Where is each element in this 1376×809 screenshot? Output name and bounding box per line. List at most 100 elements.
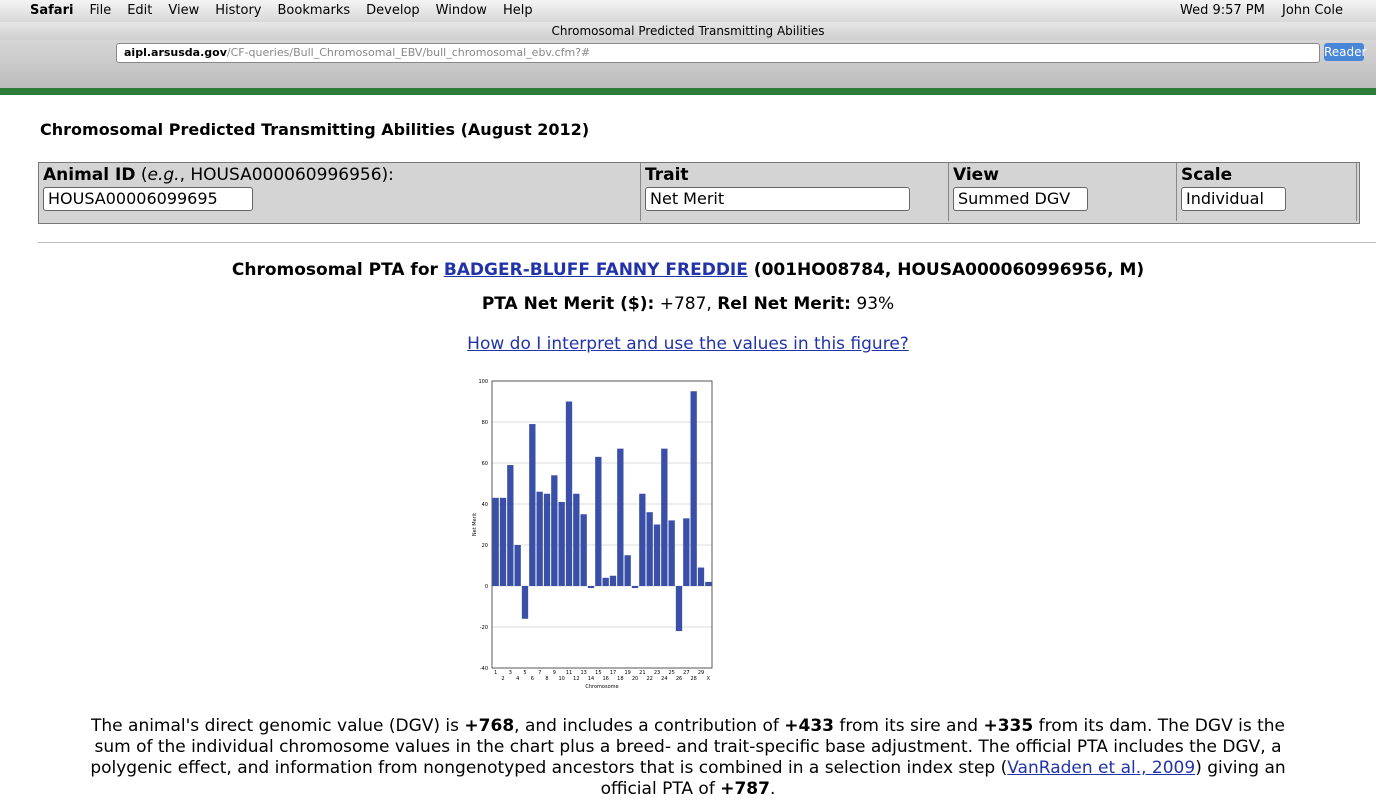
hint: ( — [135, 165, 148, 185]
menu-items: Safari File Edit View History Bookmarks Develo… — [30, 3, 549, 18]
reference-link[interactable]: VanRaden et al., 2009 — [1007, 758, 1196, 778]
menu-item: Develop — [366, 3, 420, 18]
window-title: Chromosomal Predicted Transmitting Abili… — [0, 22, 1376, 40]
view-select[interactable]: Summed DGV — [953, 187, 1088, 211]
x-tick-label: 17 — [610, 670, 616, 676]
bar — [521, 586, 529, 619]
bar — [624, 555, 631, 586]
hint: , HOUSA000060996956): — [179, 165, 394, 185]
x-tick-label: 18 — [617, 676, 623, 682]
x-tick-label: 27 — [683, 670, 689, 676]
chart: -40-200204060801001234567891011121314151… — [470, 368, 730, 698]
menu-item: Edit — [127, 3, 153, 18]
y-tick-label: 100 — [478, 379, 488, 385]
menu-bar: Safari File Edit View History Bookmarks Develo… — [0, 0, 1376, 22]
x-tick-label: 22 — [646, 676, 652, 682]
query-form: Animal ID (e.g., HOUSA000060996956): HOU… — [38, 162, 1360, 224]
bar — [573, 493, 580, 586]
trait-cell: Trait Net Merit — [641, 163, 949, 221]
bar — [705, 581, 712, 586]
domain: aipl.arsusda.gov — [124, 46, 227, 59]
x-tick-label: 19 — [624, 670, 630, 676]
y-tick-label: 80 — [482, 420, 488, 426]
plot-frame — [491, 380, 713, 669]
help-link[interactable]: How do I interpret and use the values in… — [467, 334, 909, 354]
x-tick-label: 12 — [573, 676, 579, 682]
x-tick-label: 20 — [632, 676, 638, 682]
label: Scale — [1181, 165, 1233, 185]
hint: e.g. — [147, 165, 180, 185]
menu-item: Bookmarks — [277, 3, 351, 18]
x-tick-label: 3 — [509, 670, 512, 676]
x-tick-label: 1 — [494, 670, 497, 676]
text: from its sire and — [833, 716, 984, 736]
text: The animal's direct genomic value (DGV) … — [91, 716, 465, 736]
bar — [580, 514, 587, 586]
x-tick-label: 5 — [523, 670, 526, 676]
animal-link[interactable]: BADGER-BLUFF FANNY FREDDIE — [443, 260, 748, 280]
bar — [668, 520, 675, 586]
menu-item: Safari — [30, 3, 74, 18]
text: . — [769, 779, 776, 799]
bar — [565, 401, 573, 586]
bar — [514, 545, 521, 586]
menu-item: History — [215, 3, 262, 18]
help-line: How do I interpret and use the values in… — [0, 334, 1376, 354]
trait-select[interactable]: Net Merit — [645, 187, 910, 211]
bar — [551, 475, 558, 586]
bar — [646, 512, 653, 586]
pta-line: PTA Net Merit ($): +787, Rel Net Merit: … — [0, 294, 1376, 314]
value: +335 — [983, 716, 1034, 736]
text: Chromosomal PTA for — [231, 260, 444, 280]
x-tick-label: 2 — [501, 676, 504, 682]
clock: Wed 9:57 PM — [1180, 3, 1265, 18]
x-tick-label: 11 — [566, 670, 572, 676]
bar — [661, 448, 668, 586]
y-tick-label: 0 — [485, 584, 488, 590]
x-tick-label: 23 — [654, 670, 660, 676]
heading: Chromosomal Predicted Transmitting Abili… — [40, 120, 590, 139]
bar — [558, 501, 565, 586]
x-tick-label: 6 — [531, 676, 534, 682]
x-tick-label: 29 — [698, 670, 704, 676]
bar — [507, 465, 514, 586]
scale-cell: Scale Individual — [1177, 163, 1357, 221]
value: +433 — [784, 716, 834, 736]
label: View — [953, 165, 999, 185]
path: /CF-queries/Bull_Chromosomal_EBV/bull_ch… — [226, 46, 591, 59]
x-tick-label: 7 — [538, 670, 541, 676]
bar — [536, 491, 543, 586]
y-tick-label: -20 — [480, 625, 488, 631]
menu-item: File — [89, 3, 112, 18]
menu-item: View — [168, 3, 200, 18]
bar — [683, 518, 690, 586]
scale-select[interactable]: Individual — [1181, 187, 1286, 211]
x-tick-label: 21 — [639, 670, 645, 676]
result-title: Chromosomal PTA for BADGER-BLUFF FANNY F… — [0, 260, 1376, 280]
bar — [609, 575, 617, 586]
x-tick-label: 13 — [580, 670, 586, 676]
bar — [631, 586, 639, 589]
value: +787, — [654, 294, 718, 314]
bar — [529, 424, 536, 586]
x-tick-label: 28 — [690, 676, 696, 682]
bar — [499, 497, 507, 586]
x-tick-label: 24 — [661, 676, 667, 682]
y-tick-label: -40 — [480, 666, 488, 672]
y-tick-label: 40 — [482, 502, 488, 508]
bar — [617, 448, 624, 586]
menu-item: Help — [502, 3, 533, 18]
value: +787 — [720, 779, 770, 799]
divider — [38, 242, 1376, 243]
bar — [543, 493, 551, 586]
bar — [639, 493, 646, 586]
label: Animal ID — [43, 165, 136, 185]
reader-button[interactable]: Reader — [1324, 43, 1367, 61]
description: The animal's direct genomic value (DGV) … — [80, 716, 1296, 800]
bar — [595, 456, 602, 586]
animal-input[interactable]: HOUSA00006099695 — [43, 187, 253, 211]
address-bar[interactable]: aipl.arsusda.gov/CF-queries/Bull_Chromos… — [116, 43, 1320, 63]
x-tick-label: 9 — [553, 670, 556, 676]
value: +768 — [464, 716, 515, 736]
